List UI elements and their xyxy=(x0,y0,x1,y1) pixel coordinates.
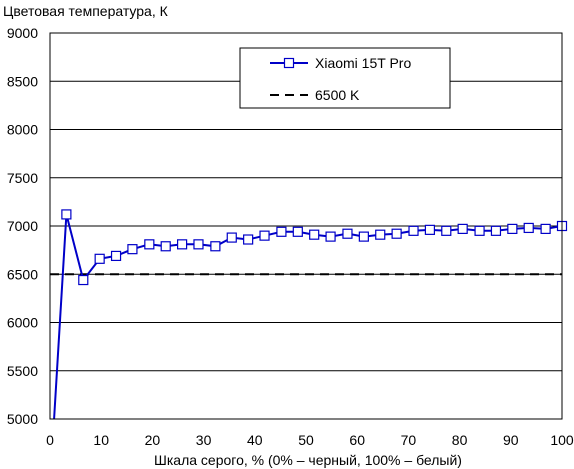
data-point-xiaomi xyxy=(391,228,402,239)
data-point-xiaomi xyxy=(507,223,518,234)
data-point-xiaomi xyxy=(424,224,436,235)
x-tick-label: 100 xyxy=(550,432,574,448)
x-tick-label: 50 xyxy=(298,432,314,448)
series-line-xiaomi xyxy=(53,214,562,419)
y-tick-label: 5000 xyxy=(7,411,38,427)
data-point-xiaomi xyxy=(358,231,369,242)
data-point-xiaomi xyxy=(160,241,171,252)
data-point-xiaomi xyxy=(226,232,237,243)
data-point-xiaomi xyxy=(523,222,534,234)
x-tick-label: 70 xyxy=(401,432,417,448)
x-tick-label: 20 xyxy=(145,432,161,448)
x-tick-label: 30 xyxy=(196,432,212,448)
data-point-xiaomi xyxy=(441,225,452,236)
data-point-xiaomi xyxy=(259,230,270,241)
x-tick-label: 90 xyxy=(503,432,519,448)
y-tick-label: 6500 xyxy=(7,266,38,282)
x-tick-label: 80 xyxy=(452,432,468,448)
data-point-xiaomi xyxy=(342,228,353,239)
x-tick-label: 60 xyxy=(349,432,365,448)
y-tick-labels: 5000 5500 6000 6500 7000 7500 8000 8500 9000 xyxy=(7,25,38,427)
data-point-xiaomi xyxy=(292,226,303,237)
data-point-xiaomi xyxy=(176,239,188,250)
y-tick-label: 8000 xyxy=(7,122,38,138)
y-tick-label: 7000 xyxy=(7,218,38,234)
data-point-xiaomi xyxy=(325,231,336,242)
y-axis-label: Цветовая температура, К xyxy=(3,3,169,19)
data-point-xiaomi xyxy=(94,253,105,264)
data-point-xiaomi xyxy=(110,250,122,262)
legend-box xyxy=(239,47,451,109)
data-point-xiaomi xyxy=(78,274,89,286)
legend-marker-xiaomi xyxy=(283,57,295,69)
data-point-xiaomi xyxy=(243,234,254,245)
x-tick-label: 10 xyxy=(93,432,109,448)
data-point-xiaomi xyxy=(144,239,155,250)
y-tick-label: 6000 xyxy=(7,315,38,331)
data-point-xiaomi xyxy=(61,209,72,220)
x-tick-label: 40 xyxy=(247,432,263,448)
data-point-xiaomi xyxy=(375,229,386,240)
legend-label-6500k: 6500 K xyxy=(315,87,360,103)
legend-label-xiaomi: Xiaomi 15T Pro xyxy=(315,55,411,71)
data-point-xiaomi xyxy=(309,229,320,240)
plot-frame xyxy=(49,32,563,420)
legend: Xiaomi 15T Pro 6500 K xyxy=(239,47,451,109)
y-tick-label: 5500 xyxy=(7,363,38,379)
data-point-xiaomi xyxy=(408,225,419,236)
y-tick-label: 9000 xyxy=(7,25,38,41)
data-point-xiaomi xyxy=(210,241,221,252)
data-point-xiaomi xyxy=(457,223,468,234)
y-tick-label: 8500 xyxy=(7,73,38,89)
x-axis-label: Шкала серого, % (0% – черный, 100% – бел… xyxy=(154,452,462,468)
data-point-xiaomi xyxy=(127,244,138,255)
data-point-xiaomi xyxy=(193,239,204,250)
data-point-xiaomi xyxy=(276,226,287,237)
data-point-xiaomi xyxy=(474,225,485,236)
y-tick-label: 7500 xyxy=(7,170,38,186)
data-point-xiaomi xyxy=(490,225,502,236)
series-layer xyxy=(50,209,568,419)
x-tick-labels: 0 10 20 30 40 50 60 70 80 90 100 xyxy=(46,432,574,448)
x-tick-label: 0 xyxy=(46,432,54,448)
data-point-xiaomi xyxy=(540,223,551,234)
